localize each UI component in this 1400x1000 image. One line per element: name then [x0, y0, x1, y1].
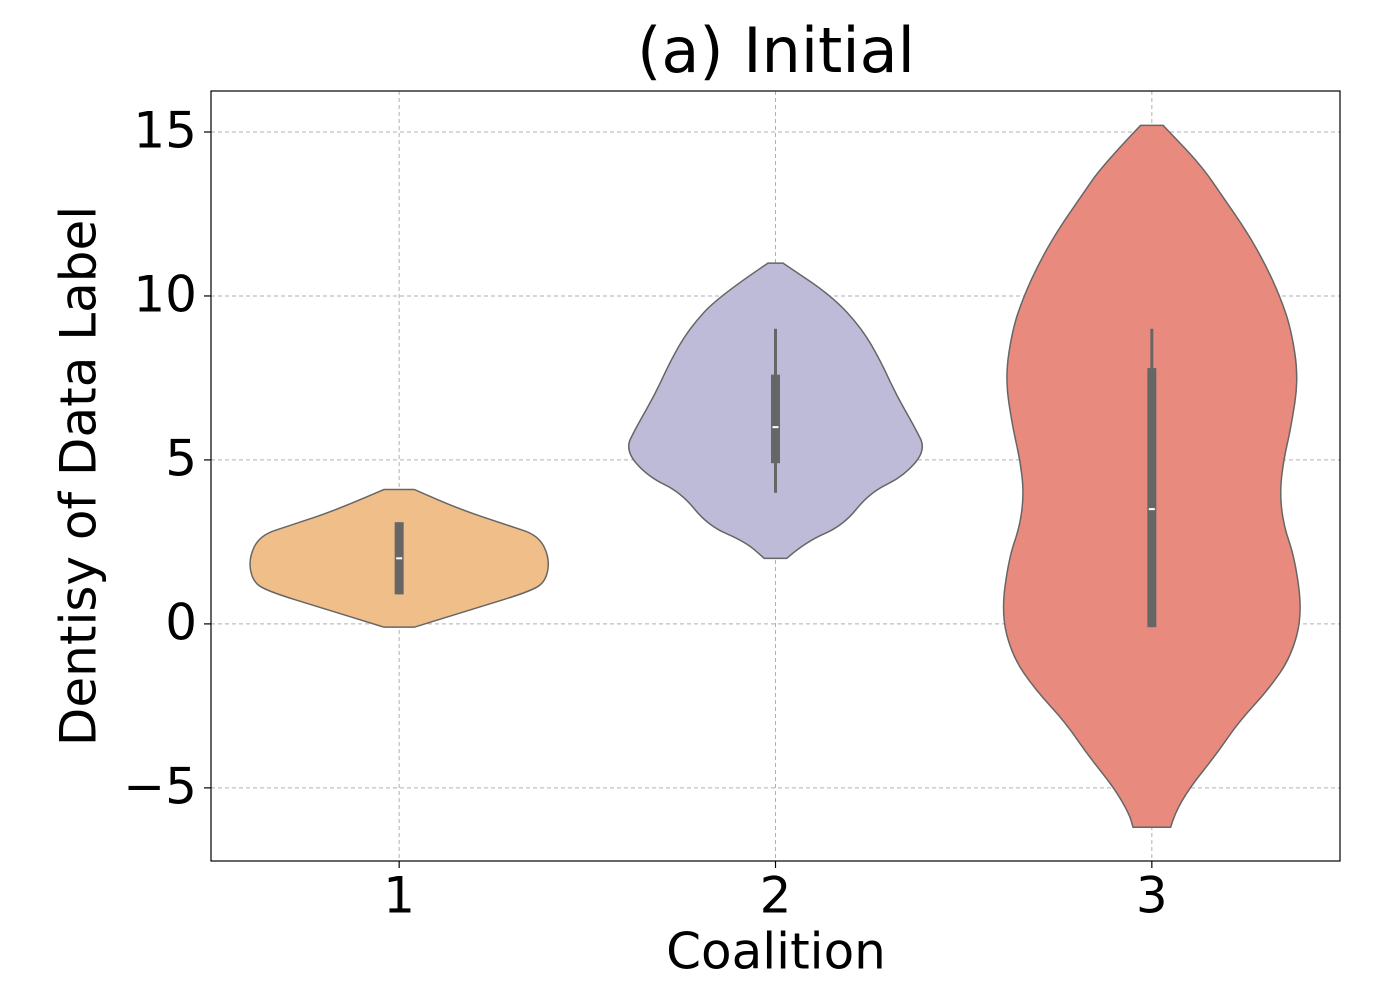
plot-frame: [210, 90, 1341, 862]
iqr-box: [771, 374, 780, 464]
y-tick-label: 5: [165, 429, 197, 487]
chart-title: (a) Initial: [637, 14, 915, 87]
iqr-box: [1147, 368, 1157, 628]
x-tick-label: 1: [383, 867, 415, 925]
y-axis-label: Dentisy of Data Label: [50, 206, 108, 746]
y-tick-label: 0: [165, 593, 197, 651]
x-axis-label: Coalition: [666, 923, 886, 981]
y-tick-label: −5: [123, 757, 197, 815]
x-tick-label: 3: [1136, 867, 1168, 925]
x-tick-label: 2: [760, 867, 792, 925]
y-tick-label: 15: [133, 101, 197, 159]
y-tick-label: 10: [133, 265, 197, 323]
